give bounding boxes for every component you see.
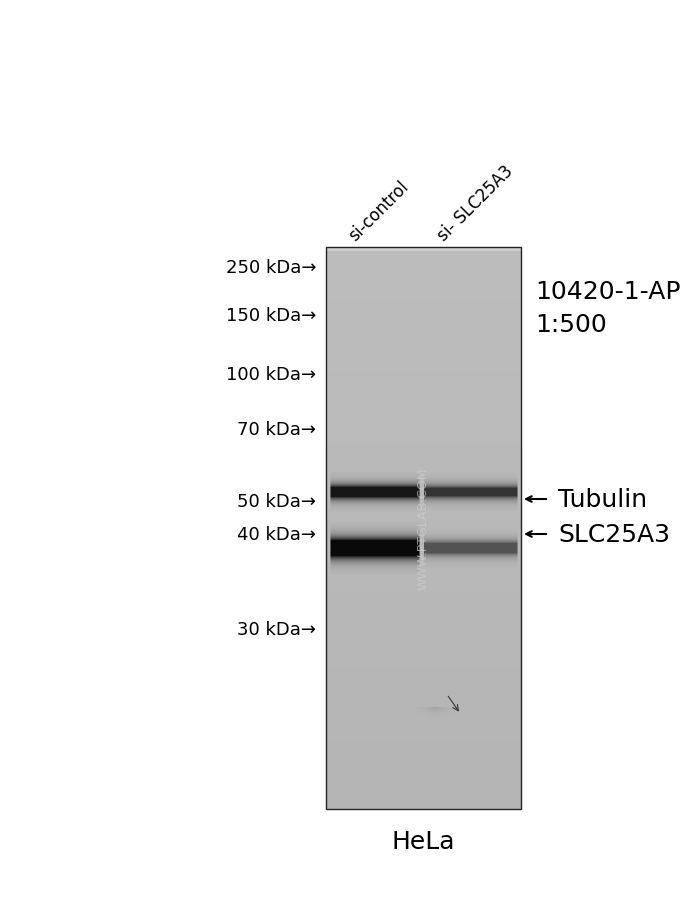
Text: si-control: si-control <box>346 178 412 244</box>
Text: 250 kDa→: 250 kDa→ <box>226 259 316 277</box>
Text: 50 kDa→: 50 kDa→ <box>237 492 316 511</box>
Text: 30 kDa→: 30 kDa→ <box>237 621 316 639</box>
Text: Tubulin: Tubulin <box>559 487 648 511</box>
Text: HeLa: HeLa <box>391 829 455 853</box>
Text: 40 kDa→: 40 kDa→ <box>237 526 316 543</box>
Text: si- SLC25A3: si- SLC25A3 <box>434 162 517 244</box>
Text: 150 kDa→: 150 kDa→ <box>226 307 316 325</box>
Text: SLC25A3: SLC25A3 <box>559 522 671 547</box>
Bar <box>326 248 521 809</box>
Text: 70 kDa→: 70 kDa→ <box>237 420 316 438</box>
Text: 10420-1-AP
1:500: 10420-1-AP 1:500 <box>535 280 680 337</box>
Text: 100 kDa→: 100 kDa→ <box>226 365 316 383</box>
Text: WWW.PTGLAB.COM: WWW.PTGLAB.COM <box>417 467 430 590</box>
